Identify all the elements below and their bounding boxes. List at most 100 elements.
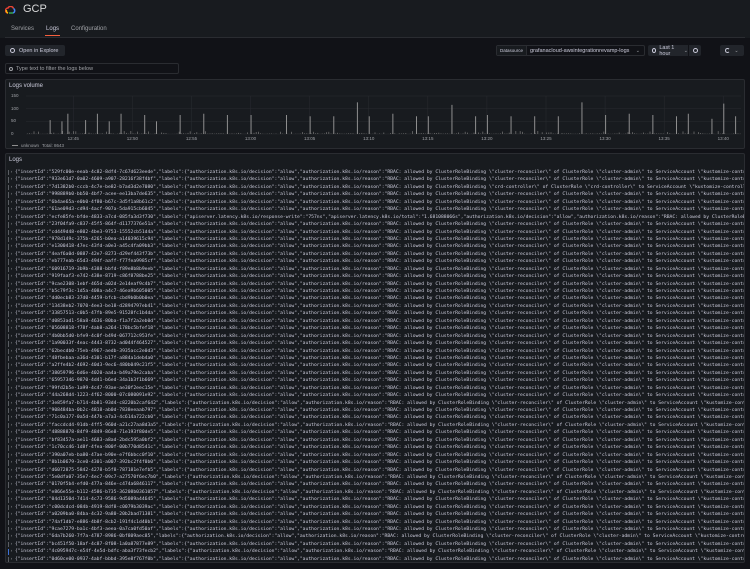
log-row[interactable]: › {"insertId":"1a90033f-4eac-4443-8732-ad… bbox=[6, 340, 744, 347]
chevron-right-icon[interactable]: › bbox=[10, 482, 13, 488]
log-row[interactable]: › {"insertId":"33857513-c0b5-47fb-89e5-91… bbox=[6, 310, 744, 318]
chevron-right-icon[interactable]: › bbox=[10, 199, 13, 205]
chevron-right-icon[interactable]: › bbox=[10, 549, 13, 555]
open-in-explore-button[interactable]: Open in Explore bbox=[5, 45, 65, 56]
chevron-right-icon[interactable]: › bbox=[10, 177, 13, 183]
log-row[interactable]: › {"insertId":"978d149c-375b-4265-b0ea-a1… bbox=[6, 236, 744, 243]
chevron-right-icon[interactable]: › bbox=[10, 266, 13, 272]
chevron-right-icon[interactable]: › bbox=[10, 222, 13, 228]
chevron-right-icon[interactable]: › bbox=[10, 497, 13, 503]
log-row[interactable]: › {"insertId":"bc451f50-18af-4c87-8f08-1a… bbox=[6, 541, 744, 548]
log-row[interactable]: › {"insertId":"919faaf3-e742-438e-8719-c8… bbox=[6, 273, 744, 280]
tab-configuration[interactable]: Configuration bbox=[71, 26, 107, 32]
log-row[interactable]: › {"insertId":"a0209ba0-84ba-4c32-9a80-20… bbox=[6, 511, 744, 518]
chevron-right-icon[interactable]: › bbox=[10, 214, 13, 220]
log-row[interactable]: › {"insertId":"3e859fa7-b714-4b81-93d4-c8… bbox=[6, 400, 744, 407]
chevron-right-icon[interactable]: › bbox=[10, 318, 13, 324]
log-row[interactable]: › {"insertId":"13438eb2-7070-4ee3-be18-d2… bbox=[6, 303, 744, 310]
log-row[interactable]: › {"insertId":"5e0dfa07-35e7-4ec7-09c7-a2… bbox=[6, 474, 744, 481]
log-row[interactable]: › {"insertId":"ecfe85fe-bfde-4833-a7cd-08… bbox=[6, 214, 744, 221]
log-row[interactable]: › {"insertId":"6da7b260-7f7a-4787-8986-0b… bbox=[6, 533, 744, 541]
chevron-right-icon[interactable]: › bbox=[10, 415, 13, 421]
chevron-right-icon[interactable]: › bbox=[10, 437, 13, 443]
chevron-right-icon[interactable]: › bbox=[10, 534, 13, 540]
log-row[interactable]: › {"insertId":"cd449d48-e802-4be3-9753-15… bbox=[6, 229, 744, 236]
zoom-out-button[interactable] bbox=[689, 45, 701, 56]
chevron-right-icon[interactable]: › bbox=[10, 556, 13, 562]
log-row[interactable]: › {"insertId":"bf83457a-ae11-4683-a8ad-2b… bbox=[6, 437, 744, 444]
log-row[interactable]: › {"insertId":"74af1db7-e886-4b8f-8cb2-19… bbox=[6, 519, 744, 526]
log-row[interactable]: › {"insertId":"faccdcd4-91db-4ff5-960d-a2… bbox=[6, 422, 744, 429]
log-row[interactable]: › {"insertId":"7d1382b0-cccb-4c7e-be82-b7… bbox=[6, 184, 744, 191]
chevron-right-icon[interactable]: › bbox=[10, 452, 13, 458]
chevron-right-icon[interactable]: › bbox=[10, 512, 13, 518]
chevron-right-icon[interactable]: › bbox=[10, 184, 13, 190]
chevron-right-icon[interactable]: › bbox=[10, 385, 13, 391]
chevron-right-icon[interactable]: › bbox=[10, 192, 13, 198]
chevron-right-icon[interactable]: › bbox=[10, 445, 13, 451]
log-row[interactable]: › {"insertId":"d6072875-5842-4278-b5f8-78… bbox=[6, 467, 744, 474]
chevron-right-icon[interactable]: › bbox=[10, 289, 13, 294]
chevron-right-icon[interactable]: › bbox=[10, 504, 13, 510]
log-row[interactable]: › {"insertId":"04d1350d-7414-4c73-9586-9d… bbox=[6, 496, 744, 504]
log-row[interactable]: › {"insertId":"d0853ad1-58a8-4636-80ba-f1… bbox=[6, 318, 744, 325]
chevron-right-icon[interactable]: › bbox=[10, 378, 13, 384]
log-row[interactable]: › {"insertId":"48fbebaa-a36d-4301-b17f-a8… bbox=[6, 355, 744, 362]
log-row[interactable]: › {"insertId":"390a07eb-ba80-47ae-b90e-e7… bbox=[6, 452, 744, 459]
log-row[interactable]: › {"insertId":"48888878-84f9-4849-86e8-71… bbox=[6, 429, 744, 437]
log-row[interactable]: › {"insertId":"4eaf6a0d-0887-42e7-8273-d2… bbox=[6, 251, 744, 258]
chevron-right-icon[interactable]: › bbox=[10, 259, 13, 265]
tab-logs[interactable]: Logs bbox=[40, 25, 65, 37]
chevron-right-icon[interactable]: › bbox=[10, 408, 13, 413]
log-row[interactable]: › {"insertId":"e1300418-47ec-43fd-a0e3-a4… bbox=[6, 243, 744, 251]
log-row[interactable]: › {"insertId":"05608818-f78f-4ab8-a264-17… bbox=[6, 325, 744, 333]
chevron-right-icon[interactable]: › bbox=[10, 274, 13, 280]
chevron-right-icon[interactable]: › bbox=[10, 333, 13, 339]
chevron-right-icon[interactable]: › bbox=[10, 527, 13, 532]
chevron-down-icon[interactable]: ⌄ bbox=[734, 47, 739, 54]
log-filter-field[interactable] bbox=[5, 63, 179, 74]
chevron-right-icon[interactable]: › bbox=[10, 170, 13, 175]
datasource-picker[interactable]: Datasource grafanacloud-awsintegrationre… bbox=[496, 45, 645, 56]
chevron-right-icon[interactable]: › bbox=[10, 355, 13, 361]
log-row[interactable]: › {"insertId":"38059796-6d6e-4020-aa4a-b4… bbox=[6, 370, 744, 377]
chart-legend[interactable]: unknown Total: 8643 bbox=[12, 143, 64, 148]
log-row[interactable]: › {"insertId":"dd0ecb83-37d0-4459-bfcb-cb… bbox=[6, 295, 744, 303]
chevron-right-icon[interactable]: › bbox=[10, 207, 13, 213]
log-row[interactable]: › {"insertId":"8b1b0679-3ce0-4301-a007-39… bbox=[6, 459, 744, 466]
log-row[interactable]: › {"insertId":"c00dcdcd-084b-4919-8df8-c0… bbox=[6, 504, 744, 511]
log-row[interactable]: › {"insertId":"933e61d7-0a02-4609-a907-28… bbox=[6, 176, 744, 184]
log-row[interactable]: › {"insertId":"998889b0-bb50-4bf7-acee-ee… bbox=[6, 191, 744, 199]
log-row[interactable]: › {"insertId":"62becdb0-75eb-4967-aedb-39… bbox=[6, 348, 744, 355]
chevron-right-icon[interactable]: › bbox=[10, 393, 13, 399]
chevron-right-icon[interactable]: › bbox=[10, 467, 13, 473]
logs-volume-chart[interactable] bbox=[6, 80, 746, 150]
chevron-right-icon[interactable]: › bbox=[10, 489, 13, 495]
chevron-right-icon[interactable]: › bbox=[10, 519, 13, 525]
log-row[interactable]: › {"insertId":"6b4ae65a-e0b0-4f80-b67c-3d… bbox=[6, 199, 744, 206]
chevron-right-icon[interactable]: › bbox=[10, 370, 13, 376]
chevron-right-icon[interactable]: › bbox=[10, 474, 13, 480]
chevron-right-icon[interactable]: › bbox=[10, 236, 13, 242]
log-row[interactable]: › {"insertId":"9cae2308-1ebf-465d-a02d-2e… bbox=[6, 281, 744, 288]
log-row[interactable]: › {"insertId":"1c70cc46-1d8f-4fea-800f-00… bbox=[6, 444, 744, 452]
log-row[interactable]: › {"insertId":"b5c79f3c-1d5a-408a-a4c7-46… bbox=[6, 288, 744, 295]
chevron-right-icon[interactable]: › bbox=[10, 541, 13, 547]
log-row[interactable]: › {"insertId":"529fc00e-eeab-4c82-8df4-7c… bbox=[6, 169, 744, 176]
log-row[interactable]: › {"insertId":"99fd2b5e-1a99-4c47-93ae-ae… bbox=[6, 385, 744, 392]
chevron-right-icon[interactable]: › bbox=[10, 460, 13, 466]
log-row[interactable]: › {"insertId":"9cae7279-ba1c-4bf3-aeea-0a… bbox=[6, 526, 744, 533]
time-range-picker[interactable]: Last 1 hour ⌄ bbox=[648, 45, 688, 57]
chevron-right-icon[interactable]: › bbox=[10, 251, 13, 257]
log-row[interactable]: › {"insertId":"eb777eab-65d3-494f-aaff-f7… bbox=[6, 258, 744, 266]
refresh-button[interactable]: ⌄ bbox=[720, 45, 744, 56]
log-row[interactable]: › {"insertId":"4c095947c-e54f-4e5d-bdfc-a… bbox=[6, 548, 744, 556]
chevron-right-icon[interactable]: › bbox=[10, 326, 13, 332]
chevron-right-icon[interactable]: › bbox=[10, 303, 13, 309]
chevron-right-icon[interactable]: › bbox=[10, 422, 13, 428]
chevron-right-icon[interactable]: › bbox=[10, 229, 13, 235]
log-row[interactable]: › {"insertId":"4b0bb5d0-bfe9-4c0f-b49d-06… bbox=[6, 333, 744, 340]
log-row[interactable]: › {"insertId":"a2ffe4b2-4692-40d3-9ec6-48… bbox=[6, 362, 744, 370]
log-row[interactable]: › {"insertId":"e866e55e-b112-4586-b735-36… bbox=[6, 489, 744, 496]
log-row[interactable]: › {"insertId":"0d60ce00-0937-4abf-bbbd-39… bbox=[6, 556, 744, 562]
